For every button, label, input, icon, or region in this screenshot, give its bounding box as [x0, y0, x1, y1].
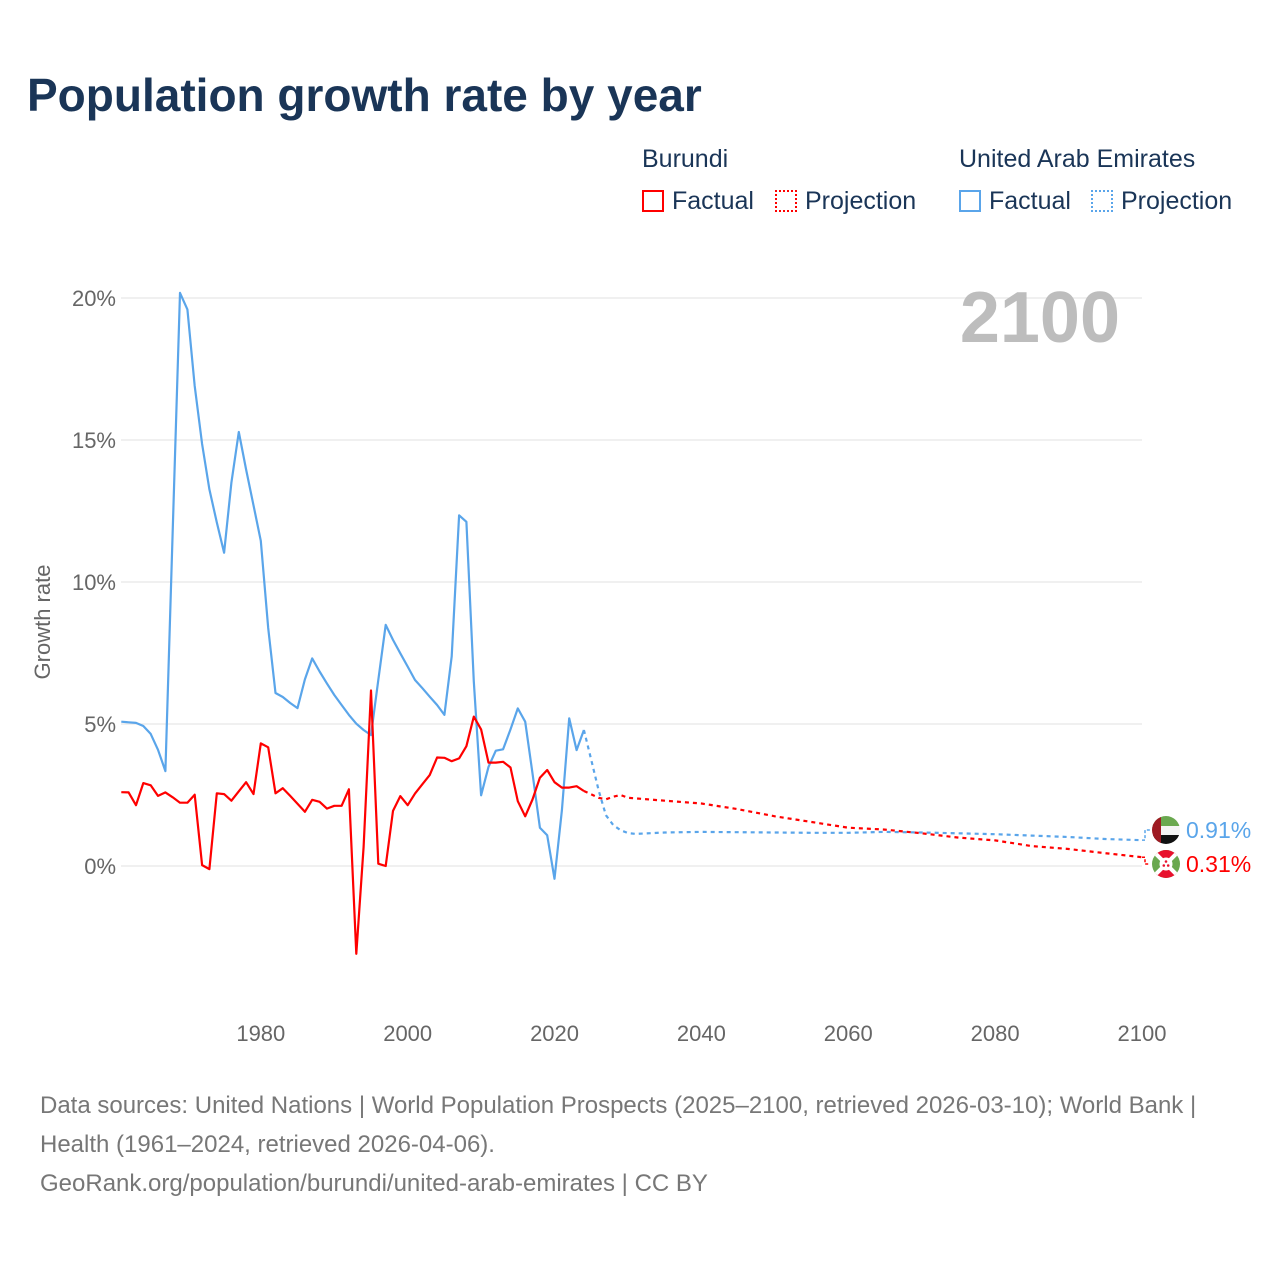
legend-label: Projection: [1121, 187, 1233, 215]
legend-swatch-solid: [642, 190, 664, 212]
uae-flag-icon: [1152, 816, 1180, 844]
series-line-projection-uae: [582, 729, 1143, 842]
end-value-label: 0.91%: [1186, 817, 1251, 843]
flag-stripe: [1152, 816, 1180, 826]
plot-area: 20% 15% 10% 5% 0% 1980 2000 2020 2040 2060 2080 210…: [30, 278, 1251, 1046]
legend-swatch-dotted: [1091, 190, 1113, 212]
legend-burundi-factual[interactable]: Factual: [642, 187, 754, 216]
x-tick-label: 2100: [1118, 1021, 1167, 1046]
data-sources: Data sources: United Nations | World Pop…: [40, 1092, 1197, 1158]
flag-triangle: [1152, 850, 1180, 864]
current-year-label: 2100: [960, 278, 1120, 358]
series-line-factual-uae: [121, 291, 585, 880]
source-link[interactable]: GeoRank.org/population/burundi/united-ar…: [40, 1170, 708, 1197]
y-axis-label: Growth rate: [30, 565, 55, 680]
flag-stripe: [1152, 835, 1180, 844]
legend-swatch-solid: [959, 190, 981, 212]
legend-label: Factual: [672, 187, 754, 215]
x-tick-label: 2080: [971, 1021, 1020, 1046]
y-tick-label: 0%: [84, 854, 116, 879]
flag-stripe: [1152, 816, 1161, 844]
legend-burundi-projection[interactable]: Projection: [775, 187, 916, 216]
x-tick-label: 2000: [383, 1021, 432, 1046]
footer: Data sources: United Nations | World Pop…: [40, 1086, 1240, 1203]
flag-star: [1166, 864, 1170, 867]
x-tick-label: 2040: [677, 1021, 726, 1046]
legend-label: Factual: [989, 187, 1071, 215]
legend-group-uae: United Arab Emirates: [959, 145, 1196, 173]
end-connector: [1142, 856, 1150, 865]
end-connector: [1142, 829, 1150, 841]
flag-disc: [1159, 857, 1173, 871]
series-line-projection-burundi: [583, 790, 1143, 859]
y-tick-label: 5%: [84, 712, 116, 737]
legend-swatch-dotted: [775, 190, 797, 212]
series-line-factual-burundi: [121, 689, 585, 955]
x-tick-label: 2060: [824, 1021, 873, 1046]
x-tick-label: 2020: [530, 1021, 579, 1046]
legend-uae-factual[interactable]: Factual: [959, 187, 1071, 216]
flag-body: [1152, 816, 1180, 844]
y-tick-label: 20%: [72, 286, 116, 311]
legend-group-burundi: Burundi: [642, 145, 729, 173]
burundi-flag-icon: [1152, 850, 1180, 878]
y-tick-label: 15%: [72, 428, 116, 453]
flag-stripe: [1152, 826, 1180, 835]
x-tick-label: 1980: [236, 1021, 285, 1046]
end-value-label: 0.31%: [1186, 851, 1251, 877]
flag-body: [1152, 850, 1180, 878]
flag-star: [1162, 864, 1166, 867]
legend-label: Projection: [805, 187, 917, 215]
flag-triangle: [1152, 864, 1180, 878]
y-tick-label: 10%: [72, 570, 116, 595]
legend-uae-projection[interactable]: Projection: [1091, 187, 1232, 216]
chart-title: Population growth rate by year: [27, 69, 702, 121]
flag-star: [1164, 860, 1168, 863]
